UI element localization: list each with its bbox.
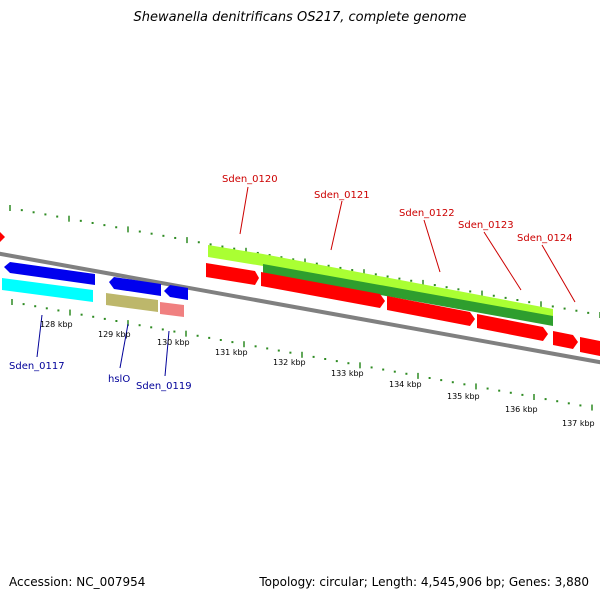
gene-arrow-sden-0123[interactable]	[477, 314, 548, 341]
label-sden-0123[interactable]: Sden_0123	[458, 220, 514, 231]
scale-label-128: 128 kbp	[40, 320, 73, 329]
gene-arrow-offscreen-right[interactable]	[580, 337, 600, 356]
label-hslo[interactable]: hslO	[108, 374, 130, 385]
gene-arrow-sden-0122[interactable]	[387, 296, 475, 326]
map-title: Shewanella denitrificans OS217, complete…	[133, 10, 467, 25]
gene-arrow-sden-0120[interactable]	[206, 263, 259, 285]
feature-salmon-sden-0119[interactable]	[160, 302, 184, 317]
gene-arrow-sden-0117[interactable]	[4, 262, 95, 285]
genome-summary-text: Topology: circular; Length: 4,545,906 bp…	[259, 575, 589, 589]
gene-arrow-sden-0119[interactable]	[164, 285, 188, 300]
leader-sden-0122	[423, 219, 441, 273]
gene-arrow-sden-0124[interactable]	[553, 331, 578, 349]
scale-label-132: 132 kbp	[273, 358, 306, 367]
leader-sden-0124	[541, 244, 576, 303]
reverse-tick-row	[11, 299, 593, 411]
feature-olive-hslo[interactable]	[106, 293, 158, 312]
accession-text: Accession: NC_007954	[9, 575, 146, 589]
leader-sden-0119	[164, 330, 170, 377]
gene-arrow-sden-0121[interactable]	[261, 272, 385, 308]
scale-label-129: 129 kbp	[98, 330, 131, 339]
scale-label-134: 134 kbp	[389, 380, 422, 389]
leader-sden-0121	[330, 200, 343, 251]
leader-sden-0123	[483, 231, 522, 291]
scale-label-135: 135 kbp	[447, 392, 480, 401]
scale-label-131: 131 kbp	[215, 348, 248, 357]
gene-arrow-offscreen[interactable]	[0, 232, 5, 242]
feature-cyan-sden-0117[interactable]	[2, 278, 93, 302]
cds-bar-sden-0120[interactable]	[208, 245, 263, 266]
gene-arrow-hslo[interactable]	[109, 277, 161, 296]
leader-hslo	[119, 323, 129, 369]
scale-label-136: 136 kbp	[505, 405, 538, 414]
scale-label-133: 133 kbp	[331, 369, 364, 378]
sequence-backbone	[0, 251, 600, 365]
leader-sden-0120	[239, 186, 249, 235]
cds-overlap-band	[263, 264, 553, 326]
leader-sden-0117	[36, 314, 43, 358]
label-sden-0121[interactable]: Sden_0121	[314, 190, 370, 201]
label-sden-0117[interactable]: Sden_0117	[9, 361, 65, 372]
label-sden-0120[interactable]: Sden_0120	[222, 174, 278, 185]
scale-label-130: 130 kbp	[157, 338, 190, 347]
scale-label-137: 137 kbp	[562, 419, 595, 428]
label-sden-0124[interactable]: Sden_0124	[517, 233, 573, 244]
label-sden-0119[interactable]: Sden_0119	[136, 381, 192, 392]
label-sden-0122[interactable]: Sden_0122	[399, 208, 455, 219]
